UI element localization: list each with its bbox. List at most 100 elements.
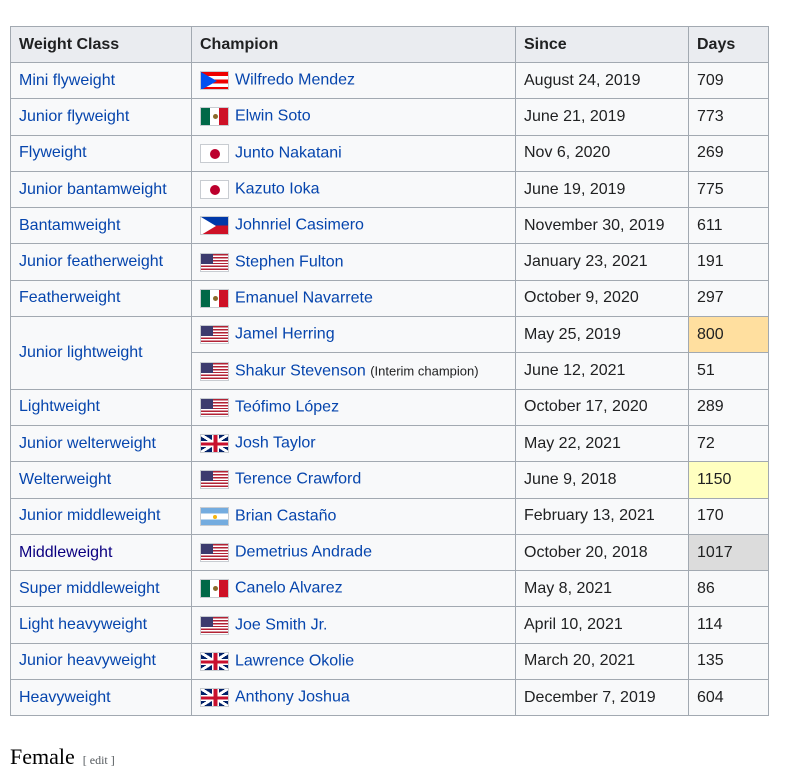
days-cell-second: 1150: [688, 461, 769, 499]
champion-cell: Wilfredo Mendez: [191, 61, 516, 100]
champions-table: Weight Class Champion Since Days Mini fl…: [10, 26, 769, 717]
days-cell: 297: [688, 279, 769, 318]
table-row: Super middleweight Canelo Alvarez May 8,…: [10, 570, 769, 608]
flag-uk-icon: [200, 651, 229, 671]
champion-cell: Stephen Fulton: [191, 243, 516, 281]
weight-class-cell: Heavyweight: [10, 679, 192, 717]
champion-link[interactable]: Shakur Stevenson: [235, 362, 366, 380]
flag-usa-icon: [200, 252, 229, 272]
since-cell: May 22, 2021: [515, 424, 689, 463]
champion-link[interactable]: Joe Smith Jr.: [235, 616, 328, 634]
champion-link[interactable]: Wilfredo Mendez: [235, 71, 356, 89]
since-cell: Nov 6, 2020: [515, 134, 689, 172]
header-days[interactable]: Days: [688, 26, 769, 63]
weight-class-link[interactable]: Junior welterweight: [19, 434, 156, 452]
days-cell: 604: [688, 679, 769, 717]
champion-link[interactable]: Terence Crawford: [235, 471, 362, 489]
table-row: Junior welterweight Josh Taylor May 22, …: [10, 424, 769, 463]
since-cell: August 24, 2019: [515, 61, 689, 100]
champion-cell: Canelo Alvarez: [191, 570, 516, 608]
table-row: Junior lightweight Jamel Herring May 25,…: [10, 316, 769, 390]
header-weight-class[interactable]: Weight Class: [10, 26, 192, 63]
flag-japan-icon: [200, 143, 229, 163]
weight-class-cell: Junior middleweight: [10, 497, 192, 535]
weight-class-link[interactable]: Mini flyweight: [19, 71, 116, 89]
flag-argentina-icon: [200, 506, 229, 526]
weight-class-cell: Junior heavyweight: [10, 642, 192, 681]
since-cell: May 25, 2019: [515, 316, 689, 354]
since-cell: June 19, 2019: [515, 170, 689, 209]
champion-cell: Joe Smith Jr.: [191, 606, 516, 644]
days-cell: 775: [688, 170, 769, 209]
since-cell: December 7, 2019: [515, 679, 689, 717]
weight-class-link[interactable]: Bantamweight: [19, 216, 121, 234]
weight-class-link[interactable]: Heavyweight: [19, 688, 111, 706]
since-cell: June 12, 2021: [515, 352, 689, 390]
champion-link[interactable]: Brian Castaño: [235, 507, 337, 525]
table-row: Lightweight Teófimo López October 17, 20…: [10, 388, 769, 426]
champion-link[interactable]: Jamel Herring: [235, 325, 335, 343]
table-row: Junior middleweight Brian Castaño Februa…: [10, 497, 769, 535]
weight-class-link[interactable]: Light heavyweight: [19, 616, 148, 634]
weight-class-link[interactable]: Super middleweight: [19, 579, 160, 597]
days-cell: 51: [688, 352, 769, 390]
weight-class-cell: Super middleweight: [10, 570, 192, 608]
weight-class-link[interactable]: Junior flyweight: [19, 107, 130, 125]
weight-class-link[interactable]: Junior bantamweight: [19, 180, 167, 198]
weight-class-link[interactable]: Junior lightweight: [19, 343, 143, 361]
section-heading-text: Female: [10, 744, 75, 769]
flag-usa-icon: [200, 325, 229, 345]
table-header-row: Weight Class Champion Since Days: [10, 26, 769, 63]
champion-link[interactable]: Demetrius Andrade: [235, 543, 372, 561]
days-cell-third: 1017: [688, 533, 769, 572]
champion-cell: Josh Taylor: [191, 424, 516, 463]
weight-class-cell: Middleweight: [10, 533, 192, 572]
edit-link[interactable]: [ edit ]: [82, 753, 115, 767]
champion-link[interactable]: Stephen Fulton: [235, 253, 344, 271]
champion-link[interactable]: Junto Nakatani: [235, 144, 342, 162]
since-cell: October 20, 2018: [515, 533, 689, 572]
flag-usa-icon: [200, 361, 229, 381]
header-since[interactable]: Since: [515, 26, 689, 63]
days-cell: 72: [688, 424, 769, 463]
champion-link[interactable]: Anthony Joshua: [235, 688, 350, 706]
weight-class-link[interactable]: Flyweight: [19, 144, 87, 162]
flag-mexico-icon: [200, 288, 229, 308]
weight-class-link[interactable]: Middleweight: [19, 543, 113, 561]
weight-class-cell: Bantamweight: [10, 207, 192, 245]
weight-class-link[interactable]: Junior featherweight: [19, 253, 164, 271]
weight-class-cell: Mini flyweight: [10, 61, 192, 100]
weight-class-link[interactable]: Lightweight: [19, 398, 100, 416]
weight-class-link[interactable]: Junior heavyweight: [19, 652, 156, 670]
champion-link[interactable]: Teófimo López: [235, 398, 340, 416]
table-row: Featherweight Emanuel Navarrete October …: [10, 279, 769, 318]
champion-link[interactable]: Canelo Alvarez: [235, 580, 343, 598]
flag-usa-icon: [200, 470, 229, 490]
champion-link[interactable]: Lawrence Okolie: [235, 652, 355, 670]
table-row: Mini flyweight Wilfredo Mendez August 24…: [10, 61, 769, 100]
weight-class-link[interactable]: Featherweight: [19, 289, 121, 307]
weight-class-cell: Welterweight: [10, 461, 192, 499]
table-row: Junior heavyweight Lawrence Okolie March…: [10, 642, 769, 681]
weight-class-cell: Flyweight: [10, 134, 192, 172]
weight-class-link[interactable]: Junior middleweight: [19, 507, 161, 525]
champion-link[interactable]: Johnriel Casimero: [235, 217, 364, 235]
table-row: Heavyweight Anthony Joshua December 7, 2…: [10, 679, 769, 717]
header-champion[interactable]: Champion: [191, 26, 516, 63]
since-cell: February 13, 2021: [515, 497, 689, 535]
days-cell: 191: [688, 243, 769, 281]
champion-cell: Johnriel Casimero: [191, 207, 516, 245]
champion-link[interactable]: Kazuto Ioka: [235, 180, 320, 198]
flag-uk-icon: [200, 688, 229, 708]
weight-class-cell: Junior welterweight: [10, 424, 192, 463]
champion-cell: Teófimo López: [191, 388, 516, 426]
weight-class-link[interactable]: Welterweight: [19, 470, 112, 488]
champion-cell: Shakur Stevenson (Interim champion): [191, 352, 516, 390]
champion-cell: Emanuel Navarrete: [191, 279, 516, 318]
weight-class-cell: Lightweight: [10, 388, 192, 426]
champion-link[interactable]: Elwin Soto: [235, 108, 311, 126]
champion-link[interactable]: Emanuel Navarrete: [235, 289, 373, 307]
days-cell: 114: [688, 606, 769, 644]
champion-link[interactable]: Josh Taylor: [235, 434, 316, 452]
champion-cell: Jamel Herring: [191, 316, 516, 354]
